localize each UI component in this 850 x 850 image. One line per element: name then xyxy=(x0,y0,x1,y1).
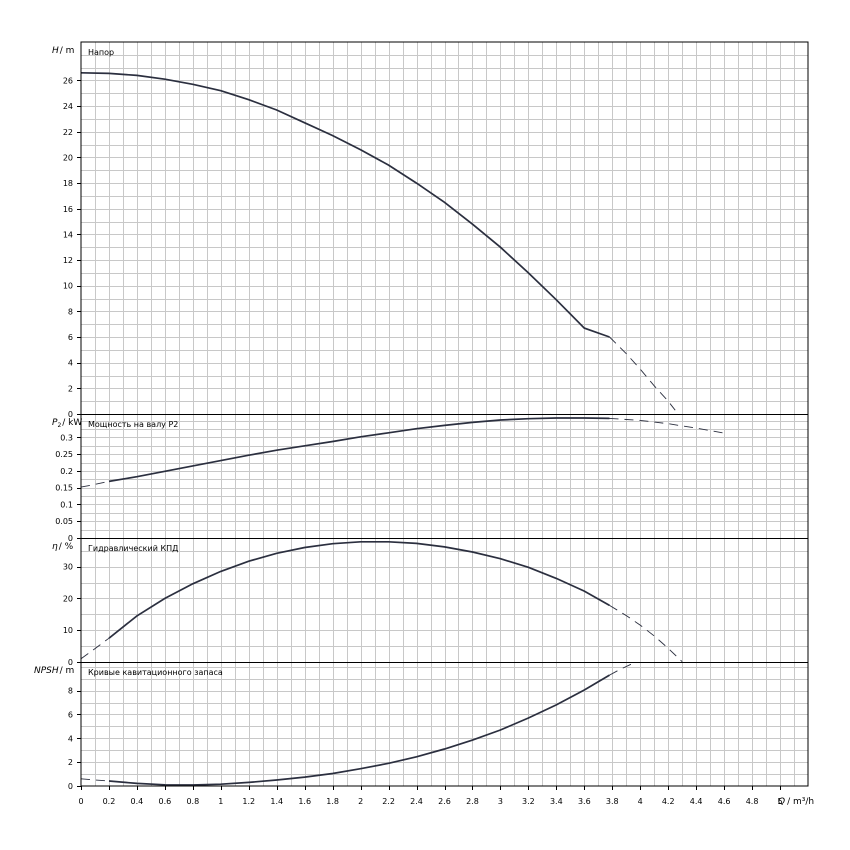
y-axis-unit: / % xyxy=(59,542,74,552)
power-curve-extrapolated-end xyxy=(609,417,725,434)
x-tick-label: 1.2 xyxy=(242,797,255,806)
y-tick-label: 10 xyxy=(63,626,73,635)
x-tick-label: 4.2 xyxy=(662,797,675,806)
y-axis-var: H xyxy=(52,46,59,56)
x-tick-label: 2.2 xyxy=(382,797,395,806)
y-tick-label: 0.15 xyxy=(55,484,73,493)
y-tick-label: 8 xyxy=(68,307,73,316)
x-tick-label: 4.6 xyxy=(718,797,731,806)
x-tick-label: 4.8 xyxy=(746,797,759,806)
y-tick-label: 0 xyxy=(68,658,73,667)
ticks xyxy=(77,80,808,790)
curves xyxy=(80,71,725,786)
y-axis-var: NPSH xyxy=(34,666,59,676)
x-tick-label: 1.4 xyxy=(270,797,283,806)
y-tick-label: 14 xyxy=(63,230,73,239)
x-tick-label: 1.8 xyxy=(326,797,339,806)
plot-frame xyxy=(80,41,809,787)
efficiency-curve-extrapolated-end xyxy=(609,605,683,663)
y-axis-var: P xyxy=(52,418,58,428)
x-tick-label: 1 xyxy=(218,797,223,806)
y-tick-label: 0.25 xyxy=(55,450,73,459)
panel-title-efficiency: Гидравлический КПД xyxy=(88,544,178,553)
y-axis-label: NPSH/ m xyxy=(34,666,74,676)
x-tick-label: 0.8 xyxy=(186,797,199,806)
x-tick-label: 3.2 xyxy=(522,797,535,806)
x-tick-label: 0 xyxy=(78,797,83,806)
x-tick-label: 5 xyxy=(777,797,782,806)
y-tick-label: 16 xyxy=(63,205,73,214)
y-tick-label: 12 xyxy=(63,256,73,265)
y-axis-unit: / kW xyxy=(62,418,82,428)
x-tick-label: 4 xyxy=(638,797,643,806)
y-axis-label: P2/ kW xyxy=(52,418,82,429)
npsh-curve-extrapolated xyxy=(80,778,110,782)
y-axis-sub: 2 xyxy=(57,422,61,429)
x-tick-label: 3.8 xyxy=(606,797,619,806)
x-tick-label: 4.4 xyxy=(690,797,703,806)
x-tick-label: 2 xyxy=(358,797,363,806)
y-tick-label: 0.3 xyxy=(60,433,73,442)
y-tick-label: 26 xyxy=(63,76,73,85)
y-tick-label: 20 xyxy=(63,594,73,603)
x-tick-label: 2.6 xyxy=(438,797,451,806)
y-axis-label: η/ % xyxy=(52,542,74,552)
y-tick-label: 2 xyxy=(68,384,73,393)
y-tick-label: 0 xyxy=(68,782,73,791)
y-axis-unit: / m xyxy=(60,666,75,676)
npsh-curve-extrapolated-end xyxy=(609,662,634,676)
y-tick-label: 0.05 xyxy=(55,517,73,526)
panel-title-head: Напор xyxy=(88,48,114,57)
x-tick-label: 0.4 xyxy=(131,797,144,806)
x-tick-label: 3.4 xyxy=(550,797,563,806)
x-tick-label: 3.6 xyxy=(578,797,591,806)
y-tick-label: 18 xyxy=(63,179,73,188)
efficiency-curve-extrapolated xyxy=(80,637,110,660)
y-tick-label: 0.2 xyxy=(60,467,73,476)
power-curve-extrapolated xyxy=(80,480,110,488)
y-tick-label: 0.1 xyxy=(60,500,73,509)
x-tick-label: 0.2 xyxy=(103,797,116,806)
x-axis-unit: / m³/h xyxy=(787,797,814,807)
x-tick-label: 2.8 xyxy=(466,797,479,806)
y-tick-label: 0 xyxy=(68,410,73,419)
y-axis-unit: / m xyxy=(60,46,75,56)
y-tick-label: 6 xyxy=(68,710,73,719)
npsh-curve xyxy=(108,674,610,786)
y-tick-label: 24 xyxy=(63,102,73,111)
y-tick-label: 2 xyxy=(68,758,73,767)
x-tick-label: 3 xyxy=(498,797,503,806)
efficiency-curve xyxy=(108,540,610,639)
y-tick-label: 10 xyxy=(63,282,73,291)
y-tick-label: 0 xyxy=(68,534,73,543)
x-tick-label: 1.6 xyxy=(298,797,311,806)
head-curve xyxy=(80,71,610,338)
y-tick-label: 4 xyxy=(68,734,73,743)
power-curve xyxy=(108,417,610,483)
x-axis-var: Q xyxy=(778,797,785,807)
panel-title-npsh: Кривые кавитационного запаса xyxy=(88,668,223,677)
x-axis-label: Q / m³/h xyxy=(778,797,814,807)
y-tick-label: 22 xyxy=(63,128,73,137)
head-curve-extrapolated xyxy=(609,336,676,411)
labels: 0 0.2 0.4 0.6 0.8 1 1.2 1.4 1.6 1.8 2 2.2 2.4 2.6 2.8 3… xyxy=(34,46,814,807)
y-tick-label: 4 xyxy=(68,359,73,368)
y-tick-label: 8 xyxy=(68,687,73,696)
y-tick-label: 20 xyxy=(63,153,73,162)
y-tick-label: 30 xyxy=(63,563,73,572)
y-axis-var: η xyxy=(52,542,58,552)
panel-title-power: Мощность на валу P2 xyxy=(88,420,178,429)
x-tick-label: 0.6 xyxy=(159,797,172,806)
x-tick-label: 2.4 xyxy=(410,797,423,806)
y-axis-label: H/ m xyxy=(52,46,74,56)
y-tick-label: 6 xyxy=(68,333,73,342)
